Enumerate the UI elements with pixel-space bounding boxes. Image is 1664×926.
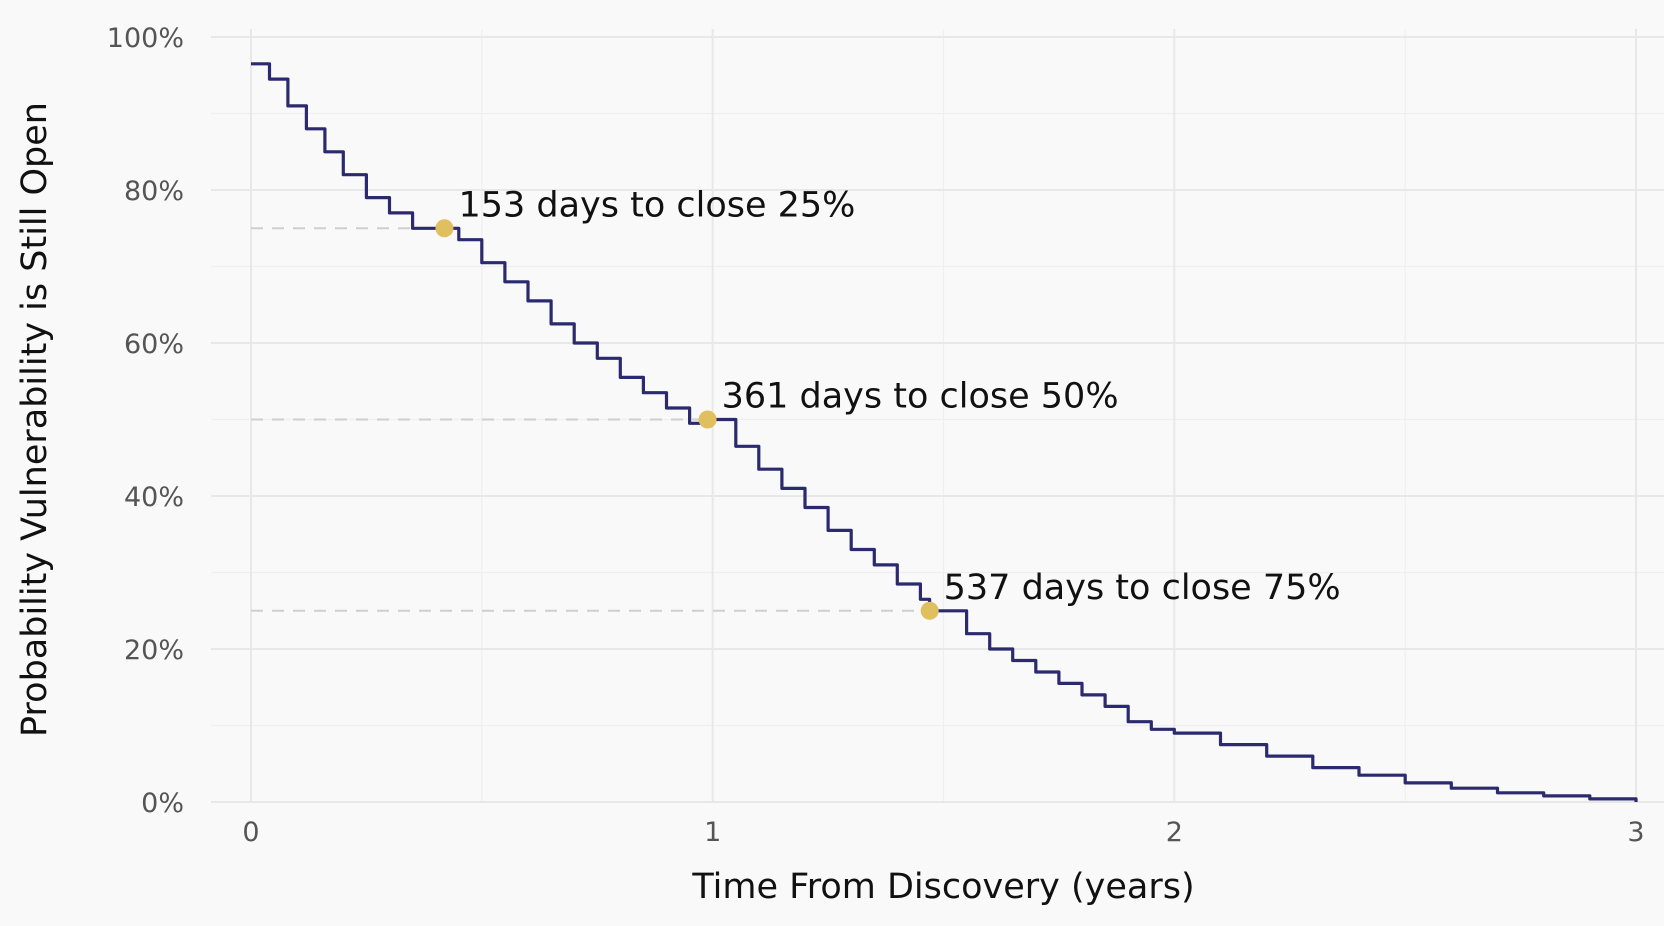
y-tick-label: 60% <box>124 329 184 360</box>
y-tick-label: 100% <box>107 23 184 54</box>
y-tick-label: 40% <box>124 482 184 513</box>
y-axis-title: Probability Vulnerability is Still Open <box>15 102 55 737</box>
marker-layer <box>435 219 939 620</box>
milestone-label: 361 days to close 50% <box>722 377 1119 417</box>
x-tick-label: 2 <box>1166 817 1183 848</box>
milestone-marker <box>435 219 454 238</box>
y-tick-label: 80% <box>124 176 184 207</box>
milestone-marker <box>920 601 939 620</box>
milestone-label: 537 days to close 75% <box>944 568 1341 608</box>
annotation-labels: 153 days to close 25% 361 days to close 5… <box>458 185 1340 608</box>
major-gridlines <box>211 29 1664 803</box>
x-axis-title: Time From Discovery (years) <box>691 867 1194 907</box>
x-tick-labels: 0 1 2 3 <box>242 817 1644 848</box>
x-tick-label: 1 <box>704 817 721 848</box>
milestone-marker <box>698 410 717 429</box>
minor-gridlines <box>211 29 1664 802</box>
guide-lines <box>251 227 930 612</box>
y-tick-labels: 0% 20% 40% 60% 80% 100% <box>107 23 184 819</box>
x-tick-label: 3 <box>1627 817 1644 848</box>
milestone-label: 153 days to close 25% <box>458 185 855 225</box>
y-tick-label: 20% <box>124 635 184 666</box>
y-tick-label: 0% <box>141 788 184 819</box>
x-tick-label: 0 <box>242 817 259 848</box>
